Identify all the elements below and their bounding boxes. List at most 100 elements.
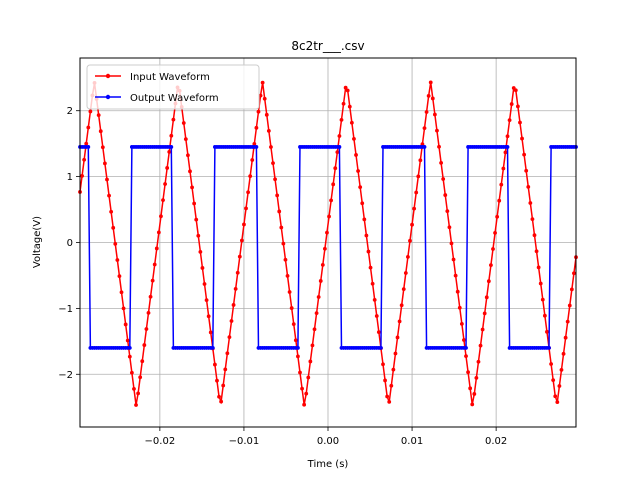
input-data-point [441, 177, 446, 181]
input-data-point [507, 118, 512, 123]
input-data-point [320, 262, 325, 267]
input-data-point [466, 370, 470, 375]
input-data-point [410, 222, 414, 227]
input-data-point [279, 225, 284, 230]
input-data-point [345, 88, 350, 93]
output-data-point [210, 346, 215, 350]
input-data-point [291, 322, 296, 327]
input-data-point [403, 271, 408, 275]
input-data-point [493, 231, 497, 235]
input-data-point [522, 152, 527, 157]
x-tick-label: 0.00 [317, 436, 339, 447]
input-data-point [107, 193, 111, 198]
input-data-point [445, 209, 450, 214]
input-data-point [505, 134, 510, 139]
input-data-point [273, 177, 277, 182]
input-data-point [163, 182, 167, 186]
input-data-point [325, 230, 329, 235]
input-data-point [123, 322, 128, 327]
input-data-point [352, 136, 356, 141]
input-data-point [314, 311, 319, 316]
input-data-point [569, 287, 574, 292]
input-data-point [227, 335, 232, 340]
input-data-point [414, 190, 419, 195]
input-data-point [432, 112, 437, 117]
input-data-point [256, 109, 261, 114]
input-data-point [181, 121, 186, 125]
input-data-point [80, 173, 84, 178]
input-data-point [144, 327, 149, 331]
input-data-point [545, 329, 549, 334]
input-data-point [480, 327, 485, 332]
input-data-point [275, 193, 280, 198]
tick-layer: −0.02 −0.01 0.00 0.01 0.02 −2 −1 0 1 2 [58, 106, 507, 447]
input-data-point [298, 370, 302, 375]
input-data-point [557, 384, 562, 388]
input-data-point [489, 263, 493, 268]
input-data-point [412, 206, 417, 211]
input-data-point [474, 375, 479, 380]
input-data-point [428, 80, 433, 85]
series-layer [78, 80, 578, 407]
output-data-point [127, 346, 132, 350]
input-data-point [343, 85, 348, 90]
input-data-point [339, 118, 344, 122]
input-data-point [383, 378, 387, 383]
input-data-point [196, 233, 201, 238]
input-data-point [269, 145, 273, 149]
output-data-point [337, 145, 342, 149]
input-data-point [354, 153, 358, 157]
input-data-point [129, 370, 134, 375]
y-tick-label: −2 [58, 370, 73, 381]
input-data-point [341, 101, 346, 106]
input-data-point [127, 354, 132, 359]
input-data-point [283, 257, 288, 262]
input-data-point [524, 168, 529, 173]
input-data-point [188, 169, 192, 174]
input-data-point [470, 402, 475, 407]
input-data-point [169, 133, 174, 138]
input-data-point [165, 166, 170, 170]
input-data-point [486, 279, 491, 284]
input-data-point [549, 362, 553, 366]
input-data-point [266, 129, 271, 133]
input-data-point [372, 297, 377, 302]
input-data-point [513, 88, 518, 93]
input-data-point [167, 149, 172, 154]
input-data-point [501, 166, 506, 171]
input-data-point [484, 295, 489, 300]
input-data-point [156, 230, 161, 235]
input-data-point [449, 241, 454, 246]
input-data-point [518, 120, 522, 125]
input-data-point [244, 206, 248, 211]
input-data-point [213, 362, 217, 367]
input-data-point [468, 386, 473, 391]
input-data-point [316, 295, 321, 299]
input-data-point [200, 266, 205, 270]
input-data-point [117, 274, 122, 279]
input-data-point [526, 184, 531, 189]
input-data-point [370, 281, 375, 286]
legend-box [86, 64, 260, 110]
input-data-point [183, 137, 188, 142]
output-data-point [254, 145, 259, 149]
input-data-point [478, 343, 483, 348]
input-data-point [389, 383, 394, 388]
input-data-point [217, 394, 221, 399]
output-data-point [379, 346, 383, 350]
input-data-point [225, 351, 230, 356]
input-data-point [82, 157, 87, 162]
input-data-point [538, 281, 543, 286]
input-data-point [422, 126, 427, 130]
input-data-point [356, 169, 360, 173]
input-data-point [100, 145, 105, 150]
input-data-point [424, 110, 429, 114]
input-data-point [150, 278, 155, 283]
input-data-point [310, 343, 315, 348]
x-axis-label: Time (s) [307, 459, 349, 470]
input-data-point [393, 351, 398, 356]
input-data-point [289, 306, 294, 310]
input-data-point [264, 112, 269, 117]
input-data-point [385, 394, 390, 399]
y-tick-label: 1 [67, 172, 73, 183]
